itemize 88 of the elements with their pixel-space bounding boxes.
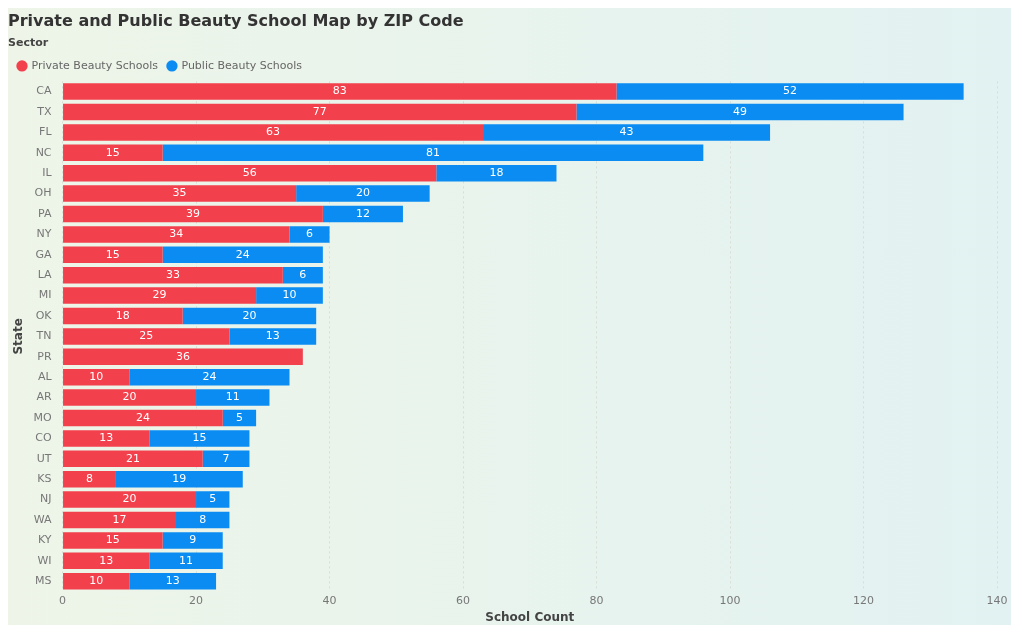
data-label: 15 <box>105 145 120 159</box>
data-label: 17 <box>112 512 127 526</box>
data-label: 5 <box>209 492 217 506</box>
data-label: 18 <box>115 308 130 322</box>
y-tick-label: CO <box>35 431 52 445</box>
y-tick-label: LA <box>37 268 53 282</box>
y-tick-label: UT <box>36 451 52 465</box>
data-label: 39 <box>185 206 200 220</box>
data-label: 12 <box>355 206 370 220</box>
data-label: 10 <box>89 370 104 384</box>
data-label: 8 <box>199 512 207 526</box>
y-tick-label: OK <box>35 308 53 322</box>
y-axis-title: State <box>11 318 26 355</box>
data-label: 83 <box>332 84 347 98</box>
data-label: 13 <box>99 431 114 445</box>
y-tick-label: WI <box>37 553 52 567</box>
y-tick-label: FL <box>39 125 53 139</box>
y-tick-label: KY <box>38 533 52 547</box>
legend-title: Sector <box>8 35 49 49</box>
data-label: 18 <box>489 166 504 180</box>
data-label: 81 <box>425 145 440 159</box>
data-label: 35 <box>172 186 187 200</box>
y-tick-label: GA <box>35 247 53 261</box>
x-tick-label: 0 <box>59 593 67 607</box>
y-tick-label: MO <box>33 410 52 424</box>
data-label: 49 <box>733 104 748 118</box>
y-tick-label: TN <box>35 329 52 343</box>
data-label: 77 <box>312 104 327 118</box>
data-label: 15 <box>105 247 120 261</box>
data-label: 13 <box>99 553 114 567</box>
data-label: 20 <box>242 308 257 322</box>
y-tick-label: NC <box>35 145 52 159</box>
data-label: 24 <box>235 247 250 261</box>
y-tick-label: CA <box>36 84 53 98</box>
data-label: 13 <box>165 574 180 588</box>
x-axis-title: School Count <box>485 609 575 624</box>
y-tick-label: WA <box>33 512 53 526</box>
x-tick-label: 100 <box>719 593 741 607</box>
data-label: 34 <box>169 227 184 241</box>
data-label: 36 <box>175 349 190 363</box>
x-tick-label: 40 <box>322 593 337 607</box>
data-label: 21 <box>125 451 140 465</box>
data-label: 10 <box>282 288 297 302</box>
y-tick-label: KS <box>37 472 52 486</box>
data-label: 56 <box>242 166 257 180</box>
y-tick-label: MS <box>35 574 52 588</box>
data-label: 24 <box>202 370 217 384</box>
data-label: 24 <box>135 410 150 424</box>
data-label: 11 <box>225 390 240 404</box>
data-label: 9 <box>189 533 197 547</box>
legend-label: Private Beauty Schools <box>31 58 159 72</box>
data-label: 43 <box>619 125 634 139</box>
data-label: 11 <box>179 553 194 567</box>
y-tick-label: PA <box>38 206 53 220</box>
x-tick-label: 20 <box>189 593 204 607</box>
legend-label: Public Beauty Schools <box>181 58 303 72</box>
y-tick-label: AR <box>36 390 52 404</box>
y-tick-label: TX <box>36 104 52 118</box>
y-tick-label: AL <box>37 370 53 384</box>
x-tick-label: 120 <box>853 593 875 607</box>
data-label: 63 <box>266 125 281 139</box>
chart-title: Private and Public Beauty School Map by ZIP Code <box>8 10 464 30</box>
data-label: 7 <box>222 451 230 465</box>
y-tick-label: MI <box>38 288 52 302</box>
data-label: 15 <box>105 533 120 547</box>
y-tick-label: NJ <box>40 492 52 506</box>
x-tick-label: 140 <box>986 593 1008 607</box>
data-label: 20 <box>355 186 370 200</box>
y-tick-label: PR <box>37 349 52 363</box>
data-label: 19 <box>172 472 187 486</box>
data-label: 20 <box>122 390 137 404</box>
x-tick-label: 60 <box>456 593 471 607</box>
data-label: 6 <box>299 268 307 282</box>
data-label: 13 <box>265 329 280 343</box>
y-tick-label: NY <box>36 227 52 241</box>
y-tick-label: OH <box>34 186 52 200</box>
data-label: 33 <box>165 268 180 282</box>
x-tick-label: 80 <box>589 593 604 607</box>
data-label: 10 <box>89 574 104 588</box>
data-label: 25 <box>139 329 154 343</box>
data-label: 29 <box>152 288 167 302</box>
y-tick-label: IL <box>42 166 53 180</box>
data-label: 52 <box>783 84 798 98</box>
data-label: 5 <box>235 410 243 424</box>
data-label: 6 <box>306 227 314 241</box>
data-label: 20 <box>122 492 137 506</box>
data-label: 8 <box>86 472 93 486</box>
data-label: 15 <box>192 431 207 445</box>
